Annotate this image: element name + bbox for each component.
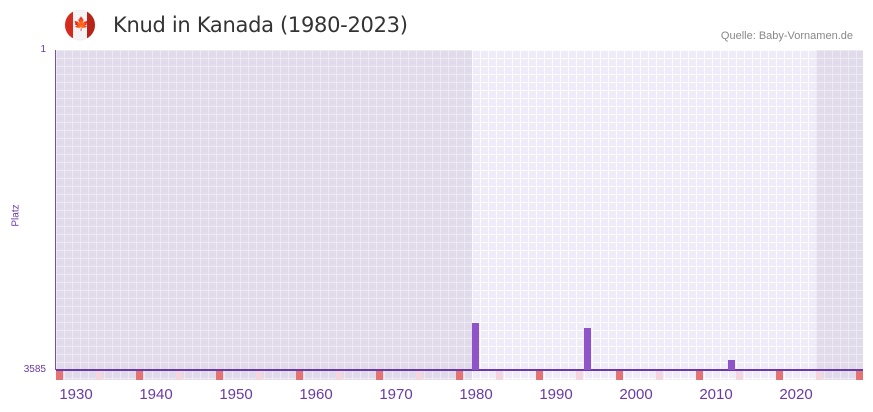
- year-marker: [176, 371, 183, 380]
- year-marker: [736, 371, 743, 380]
- x-axis: [56, 369, 863, 371]
- y-tick-label: 1: [40, 44, 46, 55]
- plot-area: [56, 50, 863, 380]
- x-tick-label: 2000: [619, 386, 653, 403]
- x-tick-label: 1940: [139, 386, 173, 403]
- y-axis: [55, 50, 56, 370]
- bar-1994[interactable]: [584, 328, 591, 370]
- year-marker: [336, 371, 343, 380]
- year-marker: [776, 371, 783, 380]
- x-tick-label: 1960: [299, 386, 333, 403]
- year-marker: [136, 371, 143, 380]
- year-marker: [456, 371, 463, 380]
- y-axis-label: Platz: [10, 204, 22, 227]
- x-tick-label: 1950: [219, 386, 253, 403]
- year-marker: [376, 371, 383, 380]
- year-marker: [656, 371, 663, 380]
- year-marker: [56, 371, 63, 380]
- bar-2012[interactable]: [728, 360, 735, 370]
- year-marker: [816, 371, 823, 380]
- year-marker: [616, 371, 623, 380]
- no-data-region: [56, 50, 472, 380]
- year-marker: [856, 371, 863, 380]
- x-tick-label: 1990: [539, 386, 573, 403]
- year-marker: [216, 371, 223, 380]
- year-marker: [536, 371, 543, 380]
- bar-1980[interactable]: [472, 323, 479, 370]
- x-tick-label: 1970: [379, 386, 413, 403]
- page-title: Knud in Kanada (1980-2023): [113, 13, 408, 37]
- x-tick-label: 1980: [459, 386, 493, 403]
- x-tick-label: 2020: [779, 386, 813, 403]
- year-marker: [96, 371, 103, 380]
- x-tick-label: 1930: [59, 386, 93, 403]
- year-marker: [496, 371, 503, 380]
- x-tick-label: 2010: [699, 386, 733, 403]
- source-link[interactable]: Quelle: Baby-Vornamen.de: [720, 30, 853, 42]
- canada-flag-icon: 🍁: [65, 10, 95, 40]
- year-marker: [576, 371, 583, 380]
- y-tick-label: 3585: [23, 364, 46, 375]
- year-marker: [256, 371, 263, 380]
- year-marker: [416, 371, 423, 380]
- year-marker: [696, 371, 703, 380]
- no-data-region: [816, 50, 863, 380]
- year-marker: [296, 371, 303, 380]
